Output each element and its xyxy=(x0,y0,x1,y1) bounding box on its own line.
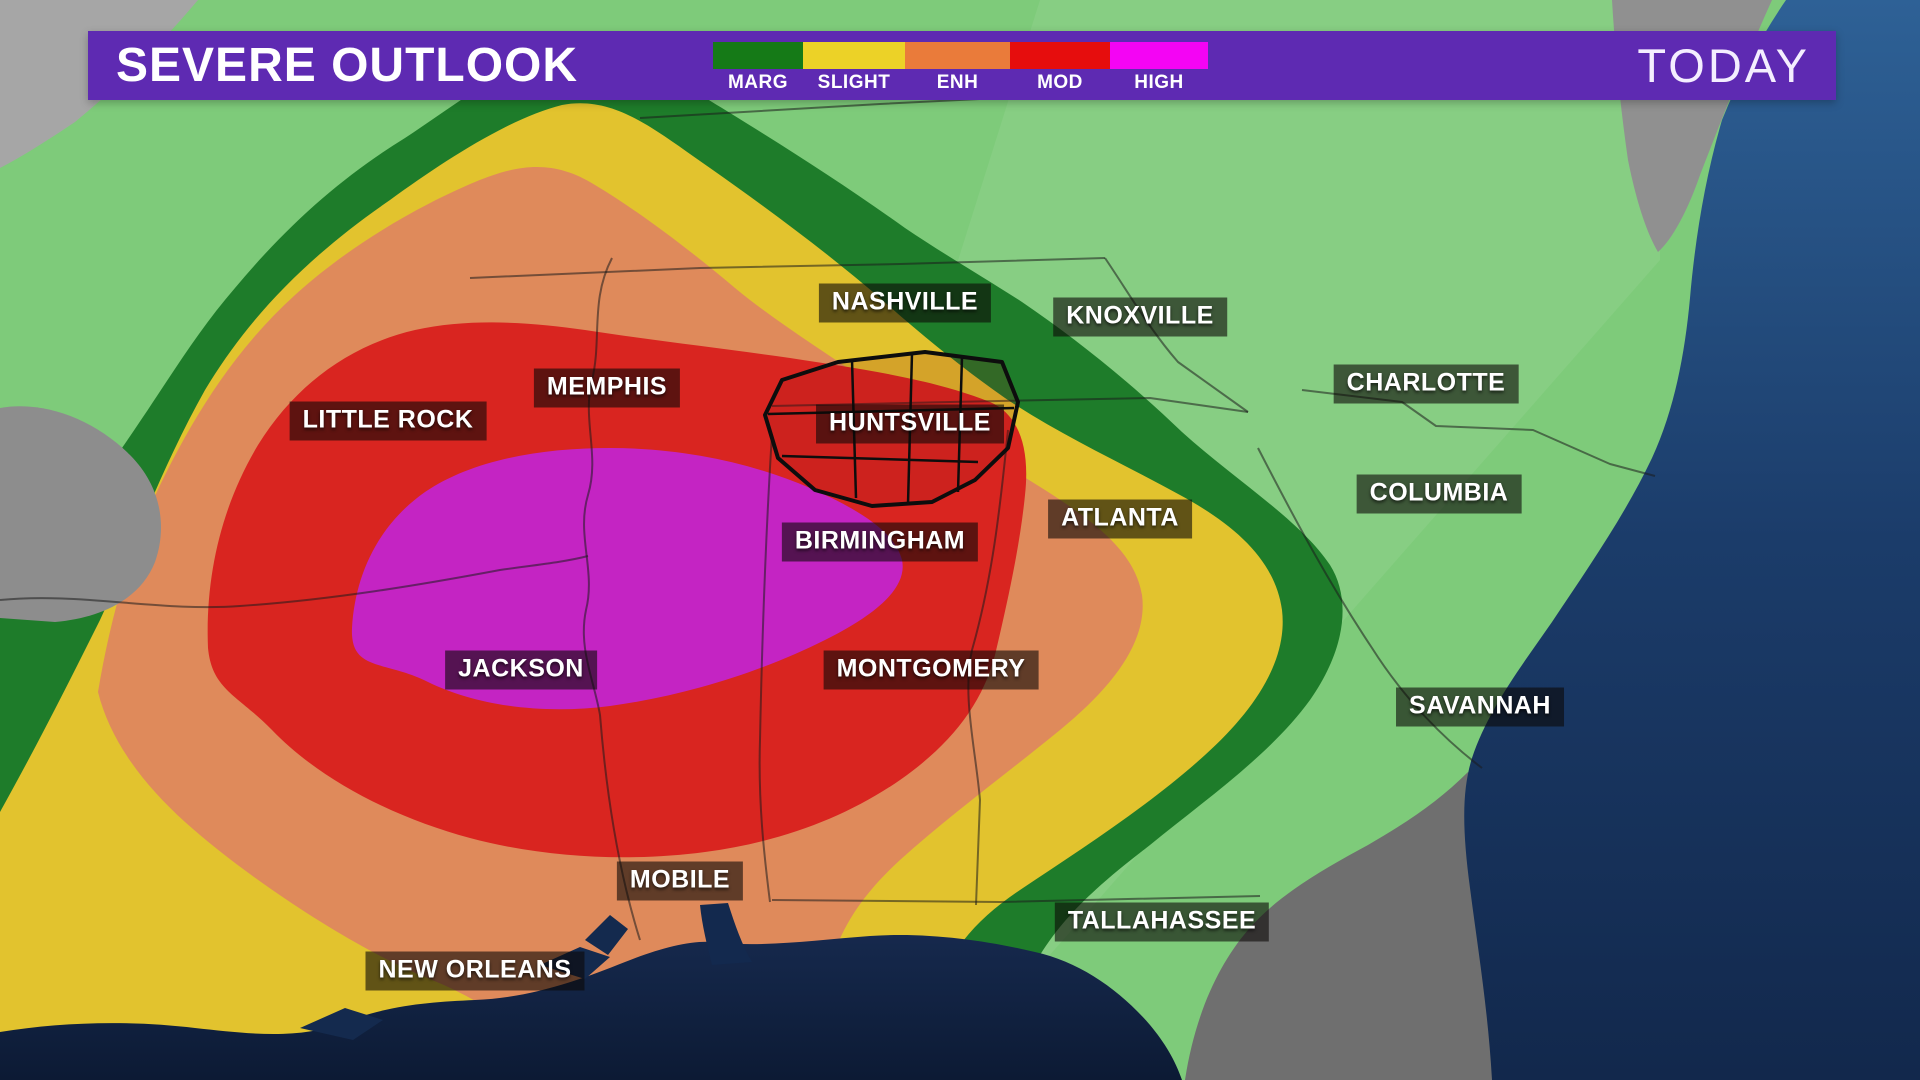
city-label-birmingham: BIRMINGHAM xyxy=(781,522,979,562)
legend-item-moderate: MOD xyxy=(1010,42,1110,94)
header-banner: SEVERE OUTLOOK MARG SLIGHT ENH MOD HIGH xyxy=(88,31,1836,100)
legend-swatch-moderate xyxy=(1010,42,1110,69)
legend-label-moderate: MOD xyxy=(1037,72,1083,93)
legend-swatch-enhanced xyxy=(905,42,1010,69)
legend-label-high: HIGH xyxy=(1134,72,1184,93)
city-label-new-orleans: NEW ORLEANS xyxy=(365,951,585,991)
city-label-atlanta: ATLANTA xyxy=(1048,499,1192,539)
city-label-mobile: MOBILE xyxy=(616,861,744,901)
city-label-jackson: JACKSON xyxy=(445,650,597,690)
city-label-memphis: MEMPHIS xyxy=(533,368,681,408)
legend-item-enhanced: ENH xyxy=(905,42,1010,94)
city-label-knoxville: KNOXVILLE xyxy=(1053,297,1227,337)
city-label-columbia: COLUMBIA xyxy=(1356,474,1522,514)
risk-legend: MARG SLIGHT ENH MOD HIGH xyxy=(713,42,1208,94)
atlantic-ocean xyxy=(1464,0,1920,1080)
city-label-charlotte: CHARLOTTE xyxy=(1333,364,1519,404)
page-title: SEVERE OUTLOOK xyxy=(116,39,579,92)
legend-item-high: HIGH xyxy=(1110,42,1208,94)
legend-label-slight: SLIGHT xyxy=(817,72,891,93)
city-label-savannah: SAVANNAH xyxy=(1396,687,1564,727)
mobile-bay xyxy=(700,903,752,965)
risk-area-high xyxy=(351,448,903,710)
delta-marsh xyxy=(300,915,628,1040)
legend-swatch-high xyxy=(1110,42,1208,69)
city-label-tallahassee: TALLAHASSEE xyxy=(1054,902,1270,942)
legend-label-marginal: MARG xyxy=(727,72,789,93)
city-label-little-rock: LITTLE ROCK xyxy=(289,401,487,441)
legend-swatch-slight xyxy=(803,42,905,69)
legend-item-marginal: MARG xyxy=(713,42,803,94)
no-outlook-land-ozarks xyxy=(0,406,162,622)
legend-swatch-marginal xyxy=(713,42,803,69)
city-label-nashville: NASHVILLE xyxy=(818,283,992,323)
city-label-huntsville: HUNTSVILLE xyxy=(816,404,1004,444)
legend-item-slight: SLIGHT xyxy=(803,42,905,94)
city-label-montgomery: MONTGOMERY xyxy=(823,650,1039,690)
legend-label-enhanced: ENH xyxy=(936,72,979,93)
time-label: TODAY xyxy=(1637,39,1810,92)
gulf-of-mexico xyxy=(0,934,1182,1080)
